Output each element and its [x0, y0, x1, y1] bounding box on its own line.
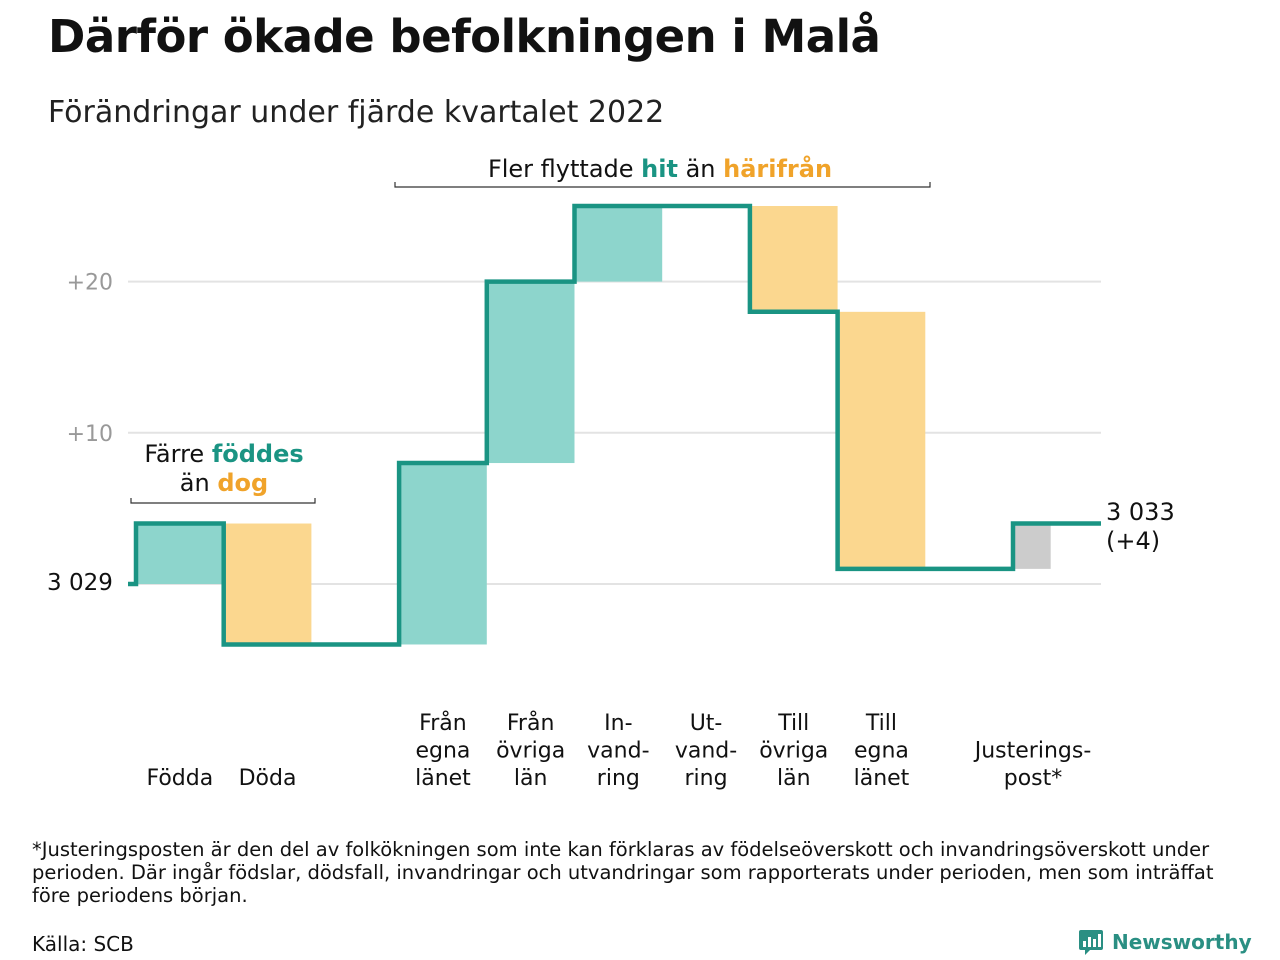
x-tick-label: post* — [1004, 766, 1063, 791]
migration-annotation-harifran: härifrån — [723, 154, 832, 183]
x-tick-label: ring — [597, 766, 640, 791]
x-tick-label: Justerings- — [973, 739, 1092, 764]
x-tick-label: Födda — [146, 766, 213, 791]
births-annotation-strong: föddes — [212, 440, 304, 468]
births-bracket — [130, 498, 316, 504]
x-tick-label: övriga — [759, 739, 828, 764]
end-change-label: (+4) — [1106, 527, 1160, 555]
x-tick-label: egna — [415, 739, 470, 764]
bar-6 — [749, 206, 838, 312]
x-tick-label: In- — [604, 711, 632, 736]
source-label: Källa: SCB — [32, 932, 134, 956]
annotations: Färre föddes än dog Fler flyttade hit än… — [130, 154, 931, 504]
x-tick-label: egna — [854, 739, 909, 764]
x-tick-label: övriga — [496, 739, 565, 764]
x-tick-label: Från — [419, 710, 467, 736]
chart-title: Därför ökade befolkningen i Malå — [48, 10, 881, 63]
x-tick-label: Döda — [239, 766, 297, 791]
waterfall-chart: +10+20 Födda DödaFrånegnalänetFrånövrigal… — [47, 154, 1175, 791]
cumulative-step-line — [128, 203, 1101, 647]
deaths-annotation-strong: dog — [217, 469, 268, 497]
bar-4 — [574, 206, 663, 282]
footnote: *Justeringsposten är den del av folkökni… — [32, 838, 1214, 907]
bar-3 — [486, 281, 575, 464]
end-value-label: 3 033 — [1106, 498, 1175, 526]
bar-7 — [837, 311, 926, 569]
bar-8 — [1013, 523, 1051, 569]
brand-logo: Newsworthy — [1078, 928, 1252, 956]
start-value-label: 3 029 — [47, 570, 113, 596]
migration-bracket — [394, 182, 931, 188]
x-tick-label: län — [514, 766, 548, 791]
x-axis-labels: Födda DödaFrånegnalänetFrånövrigalänIn-va… — [146, 710, 1091, 791]
migration-annotation-hit: hit — [641, 155, 678, 183]
x-tick-label: Till — [865, 711, 897, 736]
brand-name: Newsworthy — [1112, 930, 1252, 954]
births-annotation-line2: än dog — [180, 469, 268, 497]
y-tick-label: +10 — [67, 422, 113, 447]
x-tick-label: Från — [507, 710, 555, 736]
x-tick-label: Till — [777, 711, 809, 736]
x-tick-label: länet — [854, 766, 910, 791]
x-tick-label: vand- — [675, 739, 737, 764]
chart-subtitle: Förändringar under fjärde kvartalet 2022 — [48, 95, 665, 130]
y-tick-label: +20 — [67, 271, 113, 296]
x-tick-label: Ut- — [690, 711, 723, 736]
cumulative-line — [128, 203, 1101, 647]
bar-2 — [399, 463, 487, 645]
x-tick-label: vand- — [587, 739, 649, 764]
migration-annotation: Fler flyttade hit än härifrån — [488, 154, 832, 183]
x-tick-label: ring — [685, 766, 728, 791]
bar-0 — [136, 523, 224, 584]
births-annotation-line1: Färre föddes — [144, 440, 303, 468]
x-tick-label: län — [777, 766, 811, 791]
x-tick-label: länet — [415, 766, 471, 791]
newsworthy-logo-icon — [1079, 930, 1103, 955]
bars — [136, 206, 1051, 645]
y-axis-ticks: +10 +20 — [67, 271, 113, 447]
bar-1 — [223, 523, 312, 645]
